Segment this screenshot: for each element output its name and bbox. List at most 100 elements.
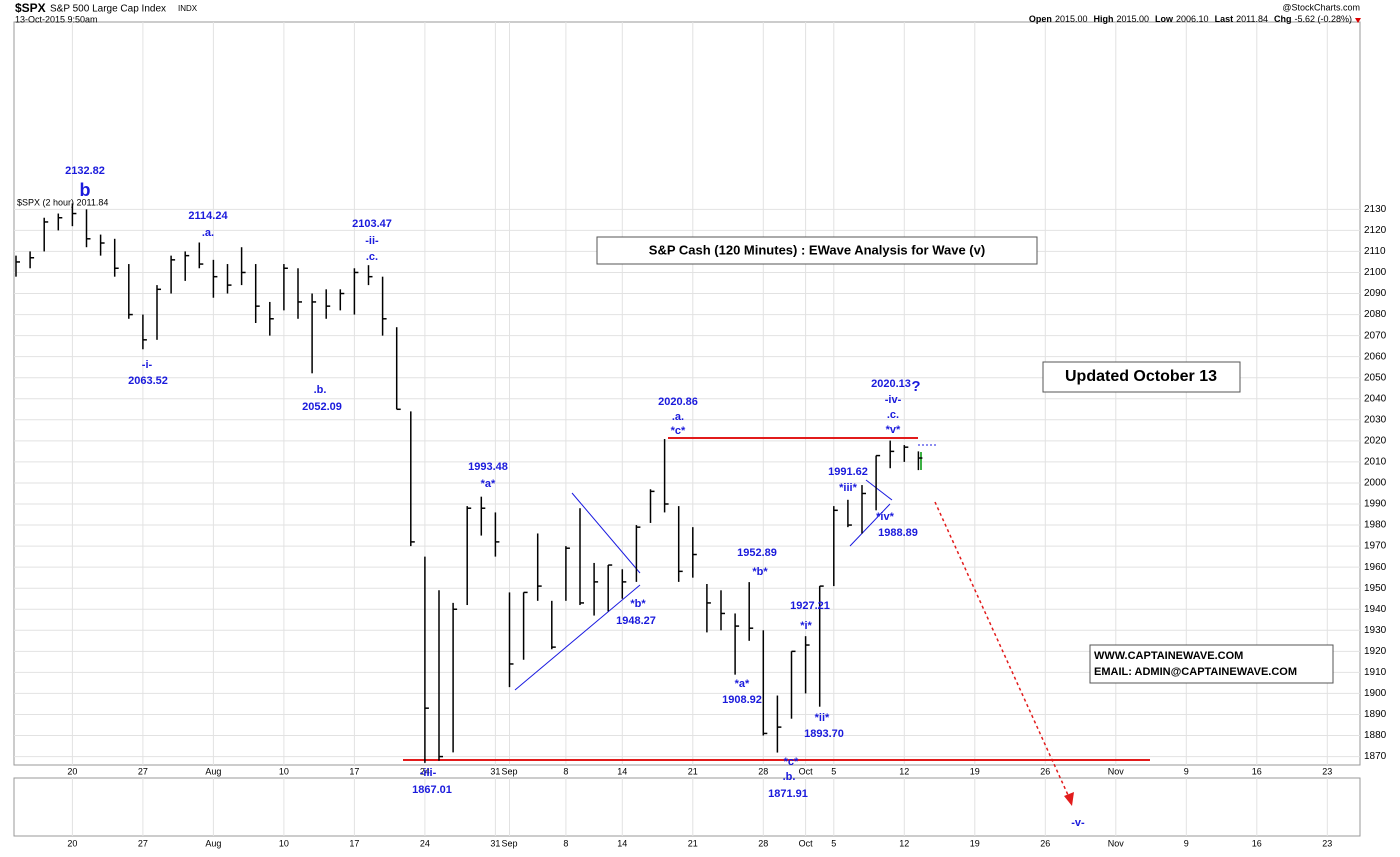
y-tick-label: 1890 bbox=[1364, 709, 1387, 720]
y-tick-label: 2090 bbox=[1364, 288, 1387, 299]
y-tick-label: 1970 bbox=[1364, 541, 1387, 552]
x-tick-label: Nov bbox=[1108, 766, 1125, 776]
wave-label: *a* bbox=[481, 478, 496, 490]
wave-label: 1927.21 bbox=[790, 600, 830, 612]
wave-label: 1948.27 bbox=[616, 615, 656, 627]
y-tick-label: 1940 bbox=[1364, 604, 1387, 615]
x-tick-label: Oct bbox=[799, 766, 814, 776]
wave-label: *a* bbox=[735, 678, 750, 690]
wave-label: *b* bbox=[630, 598, 646, 610]
y-tick-label: 1920 bbox=[1364, 646, 1387, 657]
wave-label: 1867.01 bbox=[412, 784, 452, 796]
y-tick-label: 1870 bbox=[1364, 751, 1387, 762]
x-tick-label: Aug bbox=[205, 766, 221, 776]
x-tick-label: 27 bbox=[138, 766, 148, 776]
wave-label: *ii* bbox=[815, 712, 830, 724]
y-tick-label: 1980 bbox=[1364, 520, 1387, 531]
quote-label: Low bbox=[1155, 14, 1174, 24]
y-tick-label: 2020 bbox=[1364, 435, 1387, 446]
note-box bbox=[1042, 361, 1241, 393]
chart-title: S&P Cash (120 Minutes) : EWave Analysis … bbox=[649, 242, 985, 257]
y-tick-label: 2130 bbox=[1364, 204, 1387, 215]
x-tick-label: 24 bbox=[420, 838, 430, 848]
x-tick-label: 14 bbox=[617, 838, 627, 848]
x-tick-label: 23 bbox=[1322, 838, 1332, 848]
y-tick-label: 2110 bbox=[1364, 246, 1386, 257]
wave-label: 2020.13 bbox=[871, 378, 911, 390]
wave-label: 2114.24 bbox=[188, 210, 228, 222]
x-tick-label: 9 bbox=[1184, 838, 1189, 848]
wave-label: -ii- bbox=[365, 235, 379, 247]
wave-label: -i- bbox=[142, 359, 153, 371]
y-tick-label: 2060 bbox=[1364, 351, 1387, 362]
note: Updated October 13 bbox=[1065, 368, 1217, 385]
contact-email: EMAIL: ADMIN@CAPTAINEWAVE.COM bbox=[1094, 666, 1297, 678]
y-tick-label: 2050 bbox=[1364, 372, 1387, 383]
wave-label: 2103.47 bbox=[352, 218, 392, 230]
bars bbox=[15, 203, 923, 763]
wave-label: .a. bbox=[202, 227, 214, 239]
symbol: $SPX bbox=[15, 1, 46, 15]
x-tick-label: 19 bbox=[970, 838, 980, 848]
y-tick-label: 1950 bbox=[1364, 583, 1387, 594]
wave-label: *iv* bbox=[876, 511, 894, 523]
quote-value: 2011.84 bbox=[1236, 14, 1268, 24]
quote-label: Last bbox=[1215, 14, 1234, 24]
y-tick-label: 2070 bbox=[1364, 330, 1387, 341]
wave-label: 1908.92 bbox=[722, 694, 762, 706]
x-tick-label: Aug bbox=[205, 838, 221, 848]
grid bbox=[14, 22, 1360, 836]
x-tick-label: 31 bbox=[490, 766, 500, 776]
wave-label: .a. bbox=[672, 411, 684, 423]
x-tick-label: 10 bbox=[279, 766, 289, 776]
wave-label: *c* bbox=[671, 425, 686, 437]
legend: $SPX (2 hour) 2011.84 bbox=[17, 197, 108, 207]
wave-label: -v- bbox=[1071, 817, 1085, 829]
quote-label: Chg bbox=[1274, 14, 1292, 24]
quote-value: 2015.00 bbox=[1055, 14, 1088, 24]
x-tick-label: Sep bbox=[501, 838, 517, 848]
y-tick-label: 2040 bbox=[1364, 393, 1387, 404]
x-tick-label: 28 bbox=[758, 766, 768, 776]
y-tick-label: 2100 bbox=[1364, 267, 1387, 278]
lower-panel bbox=[13, 777, 1361, 837]
x-tick-label: 21 bbox=[688, 838, 698, 848]
y-tick-label: 1900 bbox=[1364, 688, 1387, 699]
quote-value: 2015.00 bbox=[1116, 14, 1149, 24]
wave-label: -iv- bbox=[885, 394, 902, 406]
quote-label: High bbox=[1093, 14, 1113, 24]
wave-label: .c. bbox=[366, 251, 378, 263]
wave-label: *i* bbox=[800, 620, 812, 632]
wave-label: 1952.89 bbox=[737, 547, 777, 559]
y-tick-label: 1930 bbox=[1364, 625, 1387, 636]
x-tick-label: Nov bbox=[1108, 838, 1125, 848]
source: @StockCharts.com bbox=[1282, 2, 1360, 12]
wave-label: *iii* bbox=[839, 482, 857, 494]
x-tick-label: 31 bbox=[490, 838, 500, 848]
y-tick-label: 1990 bbox=[1364, 499, 1387, 510]
x-tick-label: Sep bbox=[501, 766, 517, 776]
wave-label: -iii- bbox=[420, 767, 437, 779]
x-tick-label: 14 bbox=[617, 766, 627, 776]
x-tick-label: Oct bbox=[799, 838, 814, 848]
x-tick-label: 26 bbox=[1040, 766, 1050, 776]
x-tick-label: 8 bbox=[563, 766, 568, 776]
wave-label: 2063.52 bbox=[128, 375, 168, 387]
wave-label: 2020.86 bbox=[658, 396, 698, 408]
y-tick-label: 2030 bbox=[1364, 414, 1387, 425]
y-tick-label: 1960 bbox=[1364, 562, 1387, 573]
x-tick-label: 24 bbox=[420, 766, 430, 776]
x-tick-label: 12 bbox=[899, 838, 909, 848]
wave-label: ? bbox=[911, 378, 920, 395]
wave-label: 1871.91 bbox=[768, 788, 808, 800]
x-tick-label: 9 bbox=[1184, 766, 1189, 776]
y-tick-label: 1910 bbox=[1364, 667, 1387, 678]
wave-label: 1993.48 bbox=[468, 461, 508, 473]
x-tick-label: 20 bbox=[67, 838, 77, 848]
x-tick-label: 5 bbox=[831, 766, 836, 776]
y-tick-label: 1880 bbox=[1364, 730, 1387, 741]
arrow-head bbox=[1064, 792, 1074, 806]
wave-label: 1991.62 bbox=[828, 466, 868, 478]
x-tick-label: 5 bbox=[831, 838, 836, 848]
